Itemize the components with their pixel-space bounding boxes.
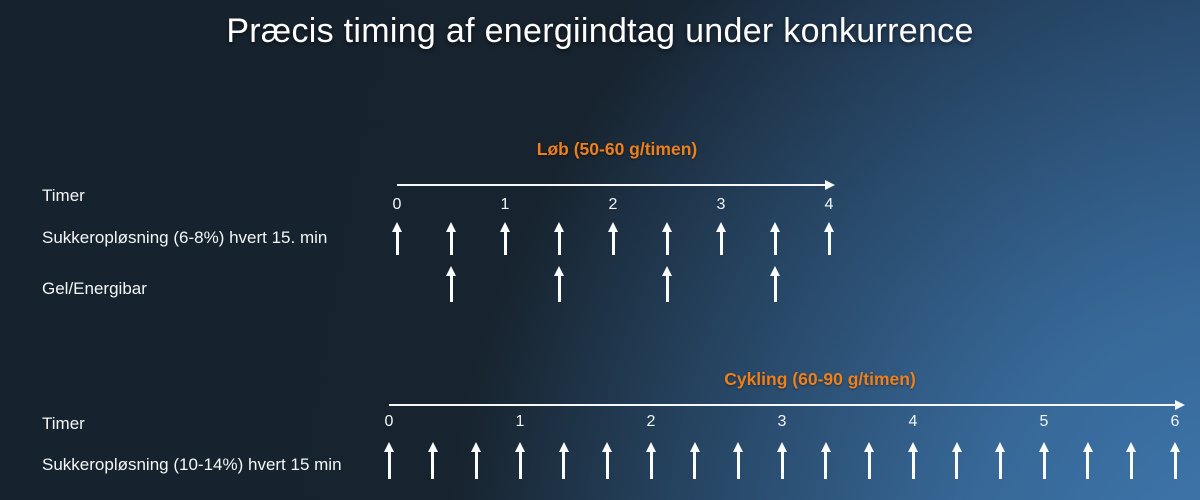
intake-arrow-icon — [601, 442, 613, 479]
intake-arrow-icon — [553, 266, 565, 302]
row-label-sugar-solution-run: Sukkeropløsning (6-8%) hvert 15. min — [42, 228, 328, 247]
intake-arrow-icon — [553, 222, 565, 255]
intake-arrow-icon — [863, 442, 875, 479]
row-label-gel-energybar: Gel/Energibar — [42, 279, 147, 298]
intake-arrow-icon — [514, 442, 526, 479]
timeline-axis-run — [397, 180, 835, 190]
page-title: Præcis timing af energiindtag under konk… — [226, 12, 974, 50]
row-label-sugar-solution-cycling: Sukkeropløsning (10-14%) hvert 15 min — [42, 455, 342, 474]
axis-tick-label: 3 — [777, 413, 787, 430]
section-header-cycling: Cykling (60-90 g/timen) — [724, 369, 916, 389]
timeline-axis-cycling — [389, 400, 1185, 410]
intake-arrow-icon — [1125, 442, 1137, 479]
axis-tick-label: 2 — [608, 196, 618, 213]
intake-arrow-icon — [715, 222, 727, 255]
intake-arrow-icon — [499, 222, 511, 255]
intake-arrow-icon — [907, 442, 919, 479]
intake-arrow-icon — [1082, 442, 1094, 479]
intake-arrow-icon — [661, 222, 673, 255]
intake-arrow-icon — [1169, 442, 1181, 479]
intake-arrow-icon — [391, 222, 403, 255]
axis-tick-label: 1 — [515, 413, 525, 430]
axis-tick-label: 6 — [1170, 413, 1180, 430]
intake-arrow-icon — [994, 442, 1006, 479]
intake-arrow-icon — [689, 442, 701, 479]
axis-tick-label: 4 — [824, 196, 834, 213]
axis-arrowhead-icon — [1175, 400, 1185, 410]
axis-unit-label-run: Timer — [42, 186, 85, 205]
axis-tick-label: 0 — [384, 413, 394, 430]
axis-arrowhead-icon — [825, 180, 835, 190]
axis-tick-label: 2 — [646, 413, 656, 430]
intake-arrow-icon — [383, 442, 395, 479]
intake-arrow-icon — [470, 442, 482, 479]
axis-tick-label: 5 — [1039, 413, 1049, 430]
intake-arrow-icon — [951, 442, 963, 479]
intake-arrow-icon — [1038, 442, 1050, 479]
axis-tick-label: 4 — [908, 413, 918, 430]
intake-arrow-icon — [445, 222, 457, 255]
intake-arrow-icon — [645, 442, 657, 479]
axis-tick-label: 1 — [500, 196, 510, 213]
intake-arrow-icon — [769, 266, 781, 302]
intake-arrow-icon — [769, 222, 781, 255]
intake-arrow-icon — [732, 442, 744, 479]
intake-arrow-icon — [823, 222, 835, 255]
intake-arrow-icon — [558, 442, 570, 479]
intake-arrow-icon — [661, 266, 673, 302]
intake-arrow-icon — [607, 222, 619, 255]
intake-arrow-icon — [445, 266, 457, 302]
axis-unit-label-cycling: Timer — [42, 414, 85, 433]
intake-arrow-icon — [427, 442, 439, 479]
intake-arrow-icon — [776, 442, 788, 479]
axis-tick-label: 0 — [392, 196, 402, 213]
axis-tick-label: 3 — [716, 196, 726, 213]
intake-arrow-icon — [820, 442, 832, 479]
section-header-run: Løb (50-60 g/timen) — [536, 139, 698, 159]
